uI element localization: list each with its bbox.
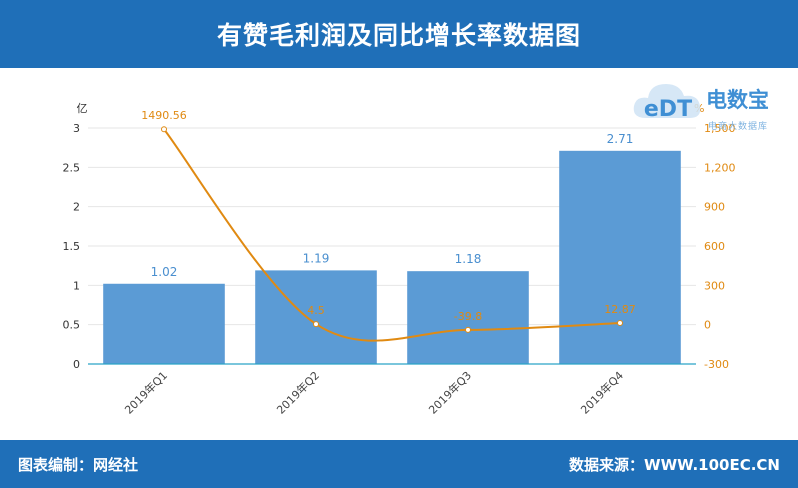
bar [559, 150, 681, 364]
x-tick-label: 2019年Q2 [274, 368, 323, 417]
header-bar: 有赞毛利润及同比增长率数据图 [0, 0, 798, 68]
y-right-tick-label: 900 [704, 201, 725, 214]
line-value-label: -39.8 [454, 310, 482, 323]
y-right-tick-label: -300 [704, 358, 729, 371]
y-left-tick-label: 0.5 [63, 319, 81, 332]
y-right-tick-label: 1,500 [704, 122, 736, 135]
bar [407, 271, 529, 364]
cloud-logo-icon: eDT [633, 84, 701, 122]
y-left-tick-label: 2.5 [63, 161, 81, 174]
line-value-label: 4.5 [307, 304, 325, 317]
growth-rate-line [163, 128, 621, 342]
chart-title: 有赞毛利润及同比增长率数据图 [216, 21, 581, 50]
x-tick-label: 2019年Q3 [426, 368, 475, 417]
line-point [617, 319, 623, 326]
y-right-tick-label: 1,200 [704, 161, 736, 174]
y-left-tick-label: 1 [73, 279, 80, 292]
x-tick-label: 2019年Q4 [578, 368, 627, 417]
logo-mark: eDT [644, 97, 692, 122]
bar-value-label: 1.19 [303, 251, 330, 265]
logo-name: 电数宝 [706, 88, 769, 112]
line-value-label: 12.87 [604, 303, 636, 316]
x-tick-label: 2019年Q1 [122, 368, 171, 417]
y-left-tick-label: 0 [73, 358, 80, 371]
y-left-tick-label: 3 [73, 122, 80, 135]
y-left-unit: 亿 [77, 102, 88, 115]
y-right-tick-label: 0 [704, 319, 711, 332]
logo-subtitle: 电商大数据库 [708, 122, 769, 132]
footer-credit: 图表编制：网经社 [18, 456, 139, 474]
line-point [161, 126, 167, 133]
y-left-tick-label: 2 [73, 201, 80, 214]
y-right-tick-label: 300 [704, 279, 725, 292]
bar-value-label: 1.18 [455, 252, 482, 266]
y-right-tick-label: 600 [704, 240, 725, 253]
line-point [313, 321, 319, 328]
line-point [465, 326, 471, 333]
footer-bar: 图表编制：网经社 数据来源：WWW.100EC.CN [0, 440, 798, 488]
line-value-label: 1490.56 [141, 109, 187, 122]
chart-canvas: 00.511.522.53亿-30003006009001,2001,500%1… [63, 102, 736, 417]
footer-source: 数据来源：WWW.100EC.CN [569, 456, 780, 474]
logo: eDT 电数宝 电商大数据库 [628, 74, 794, 134]
bar-value-label: 1.02 [151, 265, 178, 279]
y-left-tick-label: 1.5 [63, 240, 81, 253]
bar-value-label: 2.71 [607, 132, 634, 146]
bar [103, 283, 225, 364]
